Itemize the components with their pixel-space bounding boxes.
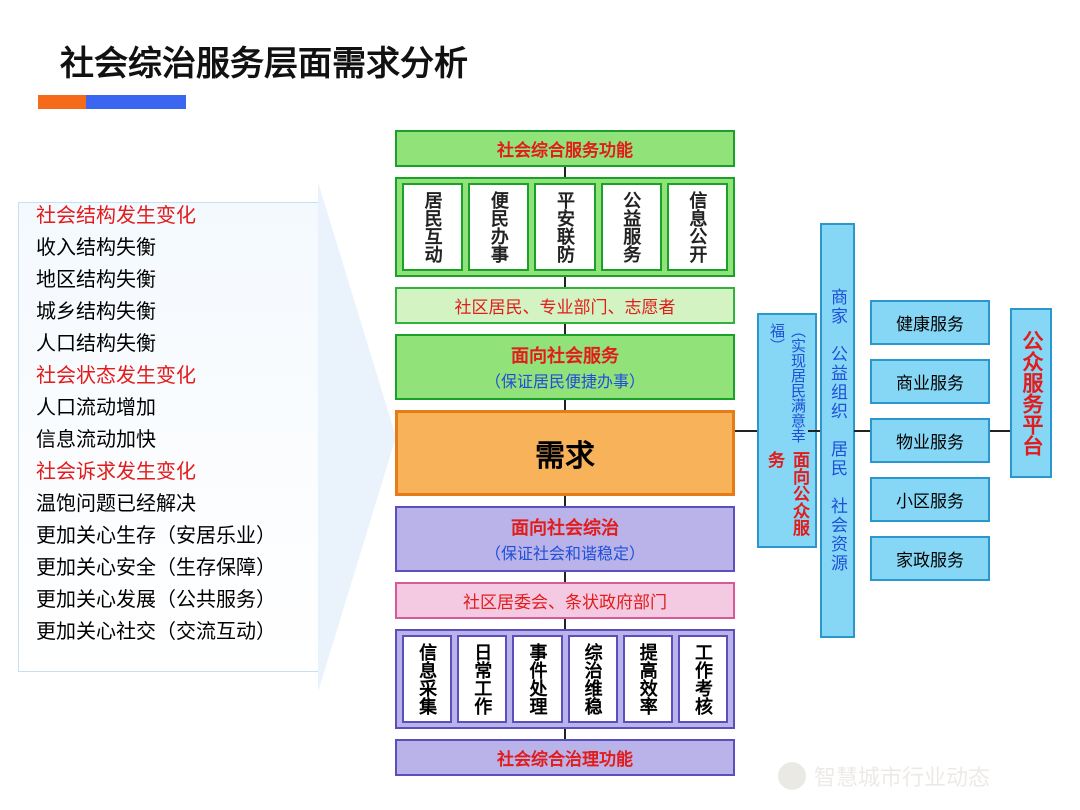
right-service-item: 物业服务 (870, 418, 990, 463)
demand-box: 需求 (395, 410, 735, 496)
left-list-item: 温饱问题已经解决 (36, 488, 326, 520)
left-list-item: 收入结构失衡 (36, 232, 326, 264)
accent-bar (38, 95, 186, 109)
bot-item: 综治维稳 (568, 635, 618, 723)
left-list-item: 社会诉求发生变化 (36, 456, 326, 488)
top-item: 平安联防 (534, 183, 595, 271)
accent-blue (86, 95, 186, 109)
page-title: 社会综治服务层面需求分析 (60, 36, 468, 85)
connector-2 (808, 430, 820, 432)
side-resources: 商家 公益组织 居民 社会资源 (820, 223, 855, 638)
right-service-item: 商业服务 (870, 359, 990, 404)
bot-item: 提高效率 (623, 635, 673, 723)
left-list-item: 地区结构失衡 (36, 264, 326, 296)
left-list-item: 人口结构失衡 (36, 328, 326, 360)
bot-items-row: 信息采集日常工作事件处理综治维稳提高效率工作考核 (395, 629, 735, 729)
left-list-item: 更加关心安全（生存保障） (36, 552, 326, 584)
right-services: 健康服务商业服务物业服务小区服务家政服务 (870, 300, 990, 595)
mid-bot: 面向社会综治 （保证社会和谐稳定） (395, 506, 735, 572)
bot-item: 日常工作 (457, 635, 507, 723)
left-list-item: 社会状态发生变化 (36, 360, 326, 392)
left-list-item: 城乡结构失衡 (36, 296, 326, 328)
connector-1 (735, 430, 757, 432)
left-list-item: 人口流动增加 (36, 392, 326, 424)
bot-item: 事件处理 (512, 635, 562, 723)
left-list-item: 更加关心发展（公共服务） (36, 584, 326, 616)
mid-top: 面向社会服务 （保证居民便捷办事） (395, 334, 735, 400)
bot-sub: 社区居委会、条状政府部门 (395, 582, 735, 619)
bot-item: 信息采集 (402, 635, 452, 723)
top-item: 便民办事 (468, 183, 529, 271)
center-column: 社会综合服务功能 居民互动便民办事平安联防公益服务信息公开 社区居民、专业部门、… (395, 130, 735, 776)
top-item: 公益服务 (601, 183, 662, 271)
left-arrow: 社会结构发生变化收入结构失衡地区结构失衡城乡结构失衡人口结构失衡社会状态发生变化… (18, 182, 408, 692)
footer-watermark: 智慧城市行业动态 (778, 760, 990, 792)
wechat-icon (778, 762, 806, 790)
top-item: 信息公开 (667, 183, 728, 271)
platform: 公众服务平台 (1010, 308, 1052, 478)
connector-4 (990, 430, 1010, 432)
left-list-item: 社会结构发生变化 (36, 200, 326, 232)
top-header: 社会综合服务功能 (395, 130, 735, 167)
left-list: 社会结构发生变化收入结构失衡地区结构失衡城乡结构失衡人口结构失衡社会状态发生变化… (36, 200, 326, 648)
top-sub: 社区居民、专业部门、志愿者 (395, 287, 735, 324)
left-list-item: 信息流动加快 (36, 424, 326, 456)
top-item: 居民互动 (402, 183, 463, 271)
bot-item: 工作考核 (678, 635, 728, 723)
right-service-item: 健康服务 (870, 300, 990, 345)
connector-3 (854, 430, 870, 432)
left-list-item: 更加关心社交（交流互动） (36, 616, 326, 648)
bot-header: 社会综合治理功能 (395, 739, 735, 776)
accent-orange (38, 95, 86, 109)
top-items-row: 居民互动便民办事平安联防公益服务信息公开 (395, 177, 735, 277)
left-list-item: 更加关心生存（安居乐业） (36, 520, 326, 552)
right-service-item: 小区服务 (870, 477, 990, 522)
right-service-item: 家政服务 (870, 536, 990, 581)
